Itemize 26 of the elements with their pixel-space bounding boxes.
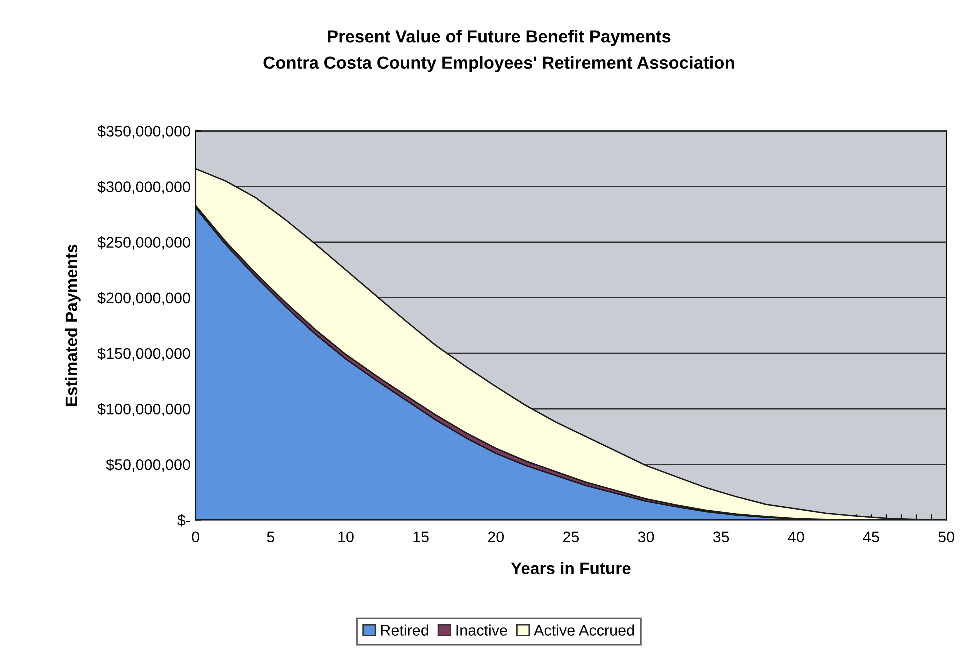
chart-subtitle: Contra Costa County Employees' Retirement Association (264, 56, 734, 72)
legend-label: Retired (381, 624, 428, 636)
x-tick-label: 45 (863, 532, 880, 543)
x-tick-label: 40 (788, 532, 804, 543)
y-tick-label: $250,000,000 (98, 236, 190, 250)
legend-label: Inactive (456, 624, 508, 636)
x-axis-title: Years in Future (511, 562, 631, 574)
y-tick-label: $350,000,000 (98, 125, 190, 139)
x-tick-label: 30 (638, 532, 654, 543)
x-tick-label: 15 (414, 532, 429, 543)
x-tick-label: 25 (563, 532, 580, 543)
y-tick-label: $150,000,000 (98, 348, 190, 361)
y-tick-label: $100,000,000 (98, 403, 190, 417)
y-tick-label: $50,000,000 (106, 458, 190, 472)
legend-label: Active Accrued (534, 624, 634, 636)
x-tick-label: 35 (713, 532, 730, 543)
x-tick-label: 5 (267, 532, 275, 543)
x-tick-label: 20 (488, 532, 504, 543)
x-tick-label: 0 (192, 532, 200, 543)
x-tick-label: 10 (338, 532, 354, 543)
y-tick-label: $- (178, 514, 190, 527)
y-tick-label: $200,000,000 (98, 292, 190, 306)
chart-title: Present Value of Future Benefit Payments (328, 30, 671, 46)
x-tick-label: 50 (938, 532, 954, 543)
y-tick-label: $300,000,000 (98, 181, 190, 194)
y-axis-title: Estimated Payments (65, 244, 81, 406)
